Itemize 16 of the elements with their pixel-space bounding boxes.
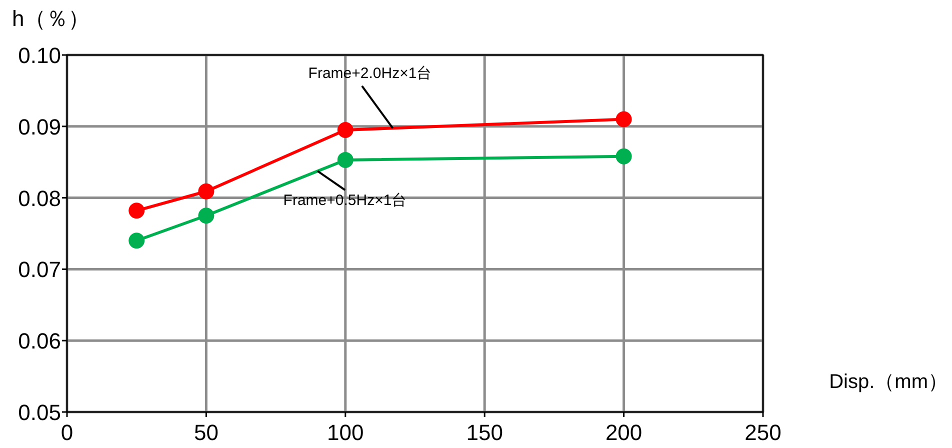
- y-tick: 0.05: [18, 400, 61, 425]
- x-tick: 50: [194, 420, 218, 445]
- xlabel: Disp.（mm）: [829, 371, 948, 393]
- y-tick: 0.10: [18, 43, 61, 68]
- x-tick: 250: [744, 420, 782, 445]
- series-label: Frame+2.0Hz×1台: [308, 65, 432, 82]
- x-tick: 100: [327, 420, 364, 445]
- y-tick: 0.06: [18, 328, 61, 354]
- y-tick: 0.07: [18, 257, 61, 282]
- x-tick: 200: [605, 420, 642, 445]
- x-tick: 0: [60, 420, 74, 445]
- y-tick: 0.09: [18, 114, 61, 140]
- ylabel: h（％）: [12, 6, 90, 31]
- series-label: Frame+0.5Hz×1台: [283, 192, 407, 209]
- y-tick: 0.08: [18, 186, 61, 211]
- x-tick: 150: [466, 420, 503, 445]
